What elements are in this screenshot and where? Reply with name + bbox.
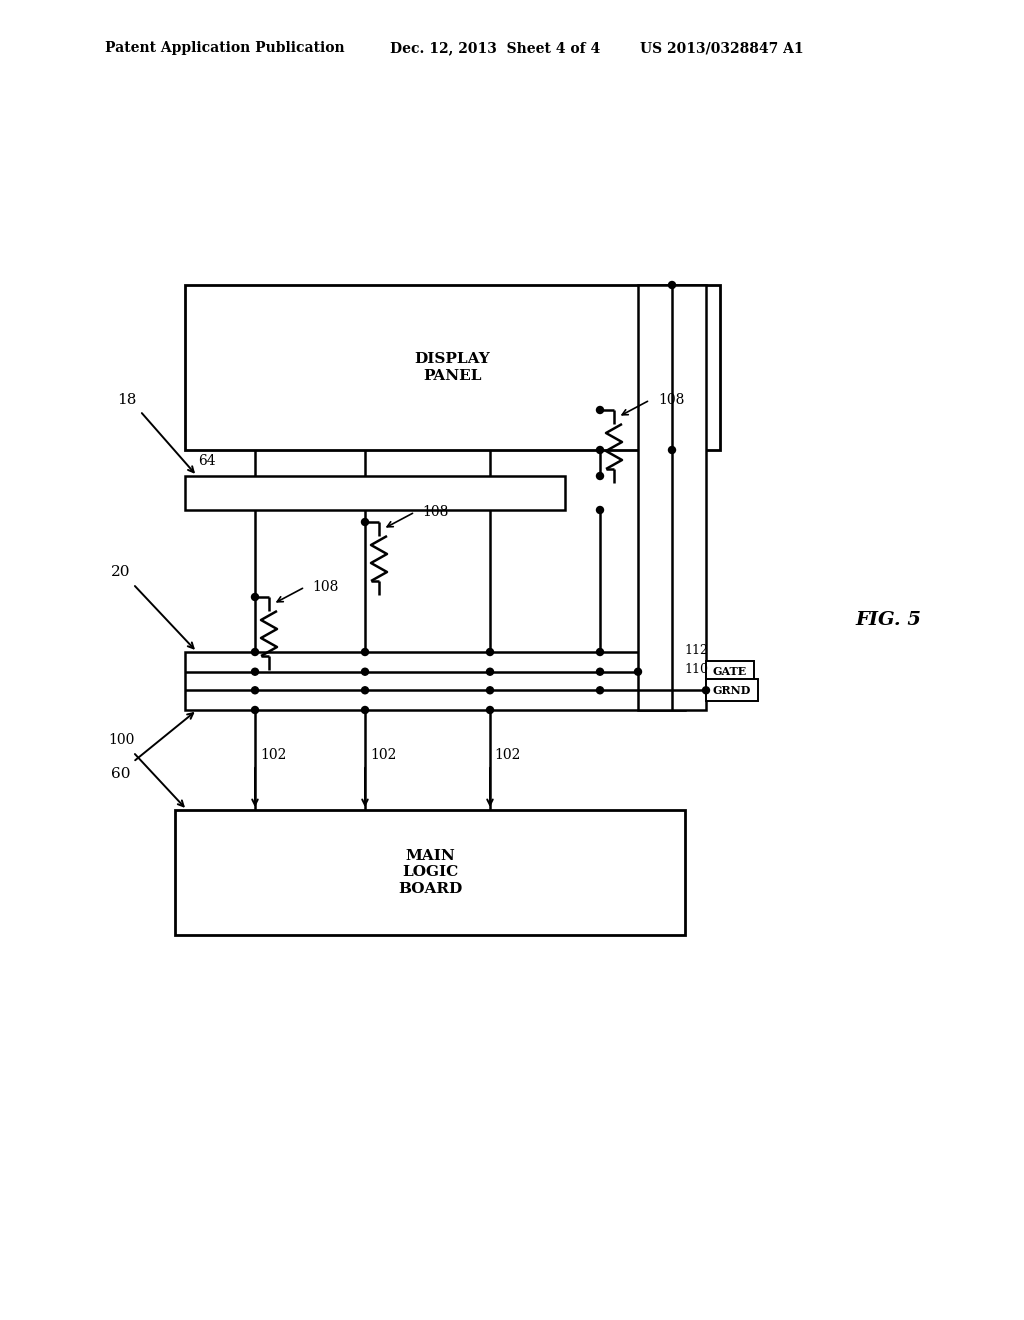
Text: 64: 64	[199, 454, 216, 469]
Text: 60: 60	[112, 767, 131, 781]
Circle shape	[597, 507, 603, 513]
Text: 100: 100	[108, 733, 134, 747]
Text: 108: 108	[657, 393, 684, 407]
Circle shape	[252, 648, 258, 656]
Circle shape	[486, 706, 494, 714]
Circle shape	[669, 281, 676, 289]
Circle shape	[702, 686, 710, 694]
Text: GATE: GATE	[713, 667, 748, 677]
Text: 102: 102	[495, 748, 521, 762]
Circle shape	[361, 668, 369, 676]
Circle shape	[252, 594, 258, 601]
Bar	[706, 661, 754, 682]
Bar	[706, 680, 758, 701]
Circle shape	[252, 668, 258, 676]
Bar	[185, 477, 565, 510]
Text: 102: 102	[260, 748, 286, 762]
Text: 102: 102	[370, 748, 396, 762]
Circle shape	[635, 668, 641, 676]
Text: 108: 108	[423, 506, 450, 519]
Circle shape	[486, 686, 494, 694]
Text: US 2013/0328847 A1: US 2013/0328847 A1	[640, 41, 804, 55]
Circle shape	[486, 648, 494, 656]
Circle shape	[361, 706, 369, 714]
Circle shape	[252, 706, 258, 714]
Text: Patent Application Publication: Patent Application Publication	[105, 41, 345, 55]
Text: 20: 20	[112, 565, 131, 579]
Circle shape	[669, 446, 676, 454]
Bar	[638, 285, 706, 710]
Bar	[175, 810, 685, 935]
Circle shape	[486, 668, 494, 676]
Circle shape	[597, 446, 603, 454]
Circle shape	[361, 686, 369, 694]
Text: FIG. 5: FIG. 5	[855, 611, 921, 630]
Circle shape	[361, 648, 369, 656]
Text: 108: 108	[312, 579, 339, 594]
Circle shape	[361, 519, 369, 525]
Circle shape	[597, 648, 603, 656]
Circle shape	[597, 668, 603, 676]
Circle shape	[597, 686, 603, 694]
Text: 112: 112	[684, 644, 708, 657]
Text: Dec. 12, 2013  Sheet 4 of 4: Dec. 12, 2013 Sheet 4 of 4	[390, 41, 600, 55]
Text: DISPLAY
PANEL: DISPLAY PANEL	[415, 352, 490, 383]
Circle shape	[252, 686, 258, 694]
Text: GRND: GRND	[713, 685, 752, 696]
Text: MAIN
LOGIC
BOARD: MAIN LOGIC BOARD	[398, 849, 462, 896]
Bar	[185, 652, 685, 710]
Text: 110: 110	[684, 663, 708, 676]
Circle shape	[597, 407, 603, 413]
Circle shape	[597, 473, 603, 479]
Bar	[185, 285, 720, 450]
Text: 18: 18	[118, 393, 136, 407]
